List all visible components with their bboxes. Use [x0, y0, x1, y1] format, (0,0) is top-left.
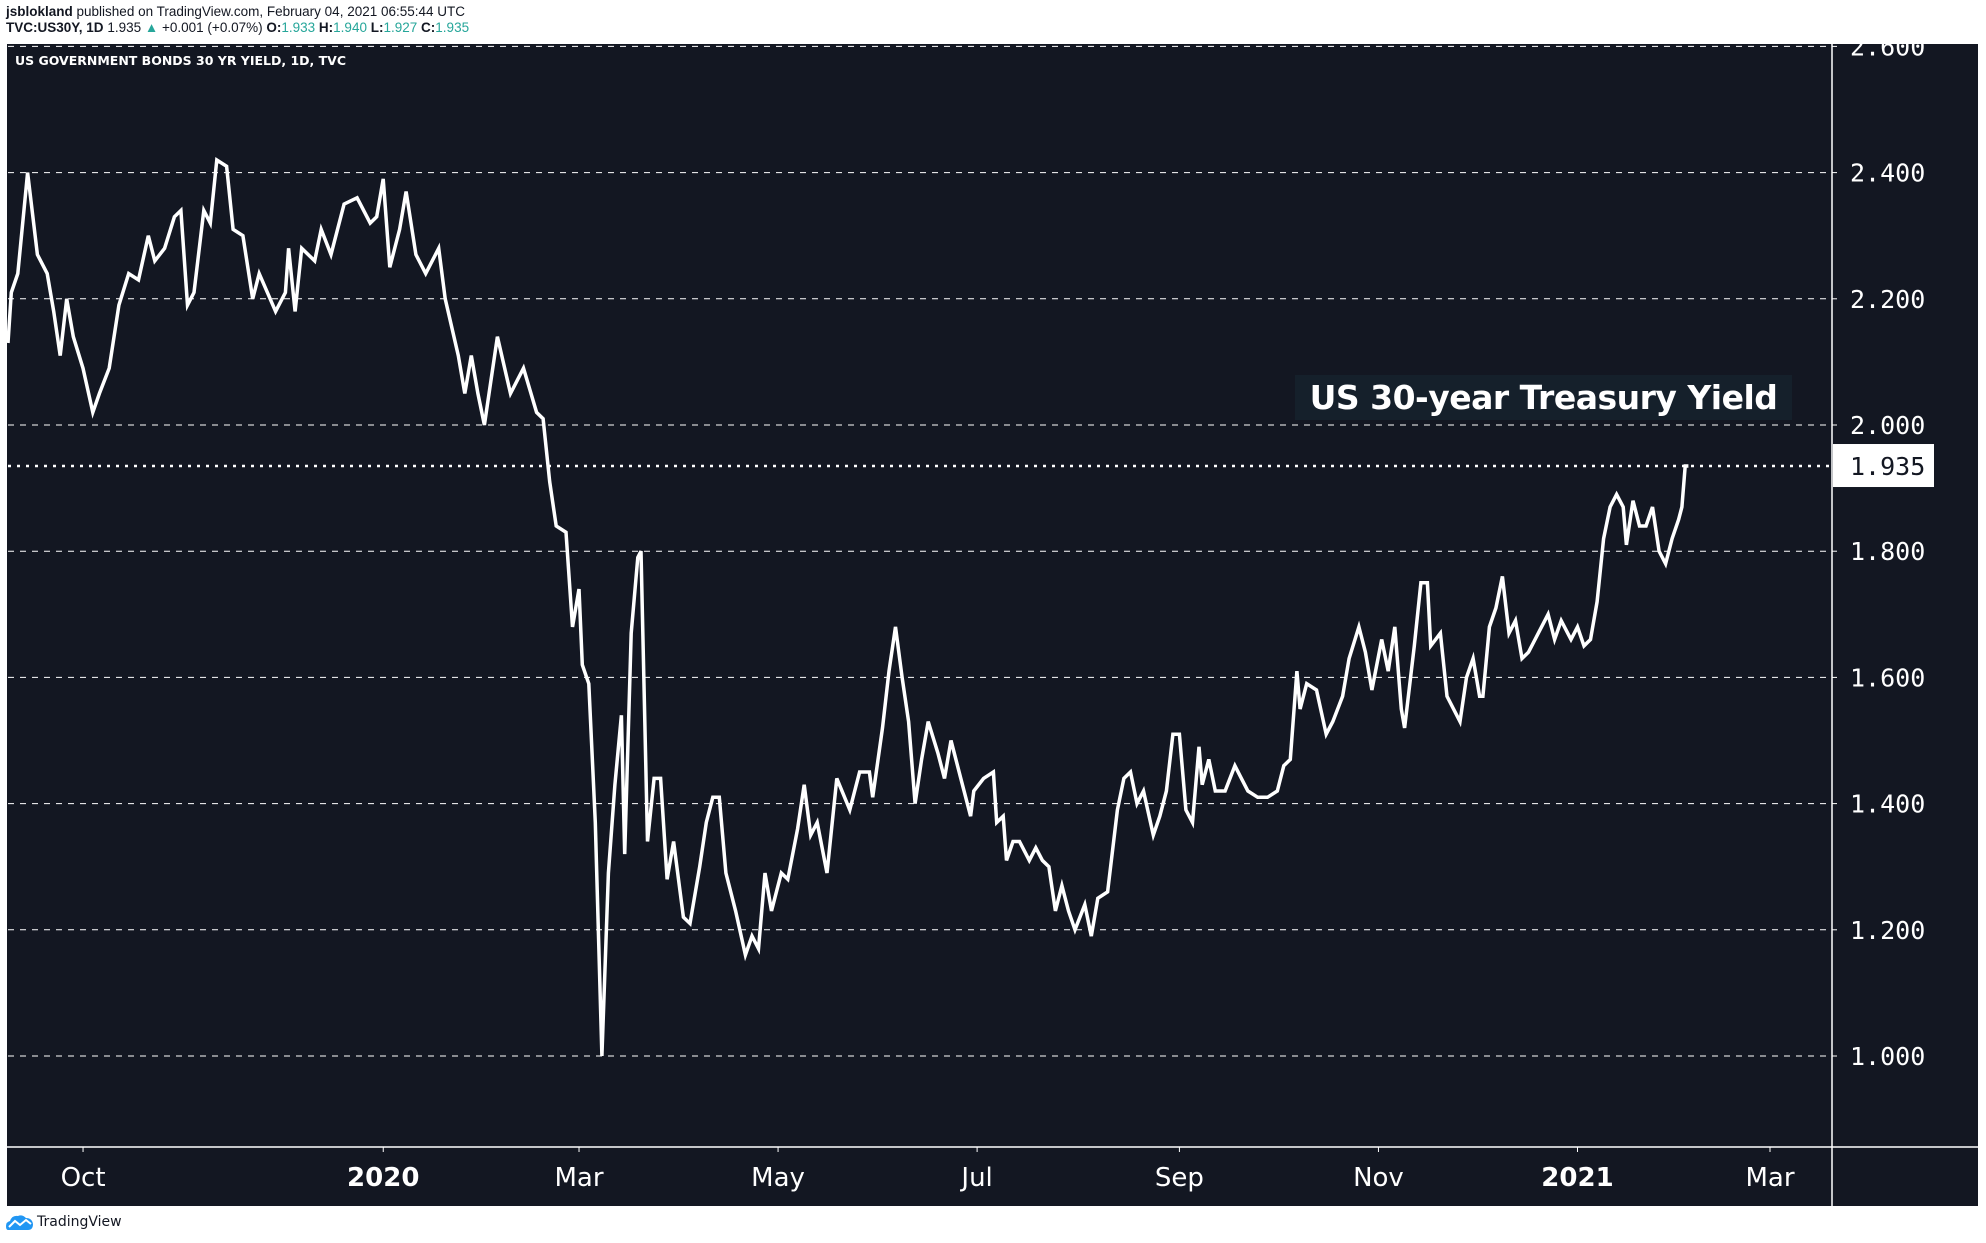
y-tick-label: 1.000 [1850, 1042, 1925, 1071]
x-tick-label: Nov [1353, 1163, 1404, 1193]
open-label: O: [266, 20, 282, 35]
last-value-label: 1.935 [1850, 452, 1925, 481]
x-tick-label: Mar [1745, 1163, 1794, 1193]
y-tick-label: 2.200 [1850, 285, 1925, 314]
y-tick-label: 1.200 [1850, 916, 1925, 945]
symbol-label: TVC:US30Y, 1D [6, 20, 104, 35]
y-tick-label: 2.600 [1850, 44, 1925, 61]
footer-brand: TradingView [6, 1214, 122, 1230]
last-value-badge [1833, 444, 1934, 488]
publish-text: published on TradingView.com, February 0… [76, 4, 466, 19]
x-tick-label: Oct [61, 1163, 106, 1193]
y-tick-label: 2.000 [1850, 411, 1925, 440]
ohlc-line: TVC:US30Y, 1D 1.935 ▲ +0.001 (+0.07%) O:… [6, 20, 469, 35]
footer-brand-text: TradingView [37, 1214, 122, 1230]
low-value: 1.927 [383, 20, 418, 35]
close-label: C: [421, 20, 436, 35]
y-tick-label: 1.800 [1850, 537, 1925, 566]
chart-svg[interactable]: 2.600 2.400 2.200 2.000 1.800 1.600 1.400 1.200… [7, 44, 1978, 1206]
series-legend: US GOVERNMENT BONDS 30 YR YIELD, 1D, TVC [15, 53, 347, 68]
x-tick-label: May [751, 1163, 805, 1193]
publish-info: jsblokland published on TradingView.com,… [6, 4, 465, 19]
triangle-up-icon: ▲ [144, 20, 159, 35]
open-value: 1.933 [281, 20, 316, 35]
tradingview-logo-icon [6, 1215, 33, 1230]
x-tick-label: Sep [1155, 1163, 1204, 1193]
x-tick-label: 2020 [347, 1163, 419, 1193]
y-tick-label: 1.600 [1850, 663, 1925, 692]
high-value: 1.940 [333, 20, 367, 35]
low-label: L: [370, 20, 384, 35]
y-tick-label: 2.400 [1850, 159, 1925, 188]
close-value: 1.935 [435, 20, 470, 35]
y-tick-label: 1.400 [1850, 790, 1925, 819]
last-price: 1.935 [107, 20, 142, 35]
x-tick-label: Mar [554, 1163, 603, 1193]
price-change: +0.001 (+0.07%) [162, 20, 263, 35]
chart-annotation: US 30-year Treasury Yield [1295, 375, 1792, 420]
yield-series-line [7, 156, 1689, 1057]
chart-panel[interactable]: 2.600 2.400 2.200 2.000 1.800 1.600 1.400 1.200… [7, 44, 1978, 1206]
x-tick-label: 2021 [1541, 1163, 1613, 1193]
author-name[interactable]: jsblokland [6, 4, 73, 19]
x-tick-label: Jul [959, 1163, 992, 1193]
high-label: H: [318, 20, 334, 35]
